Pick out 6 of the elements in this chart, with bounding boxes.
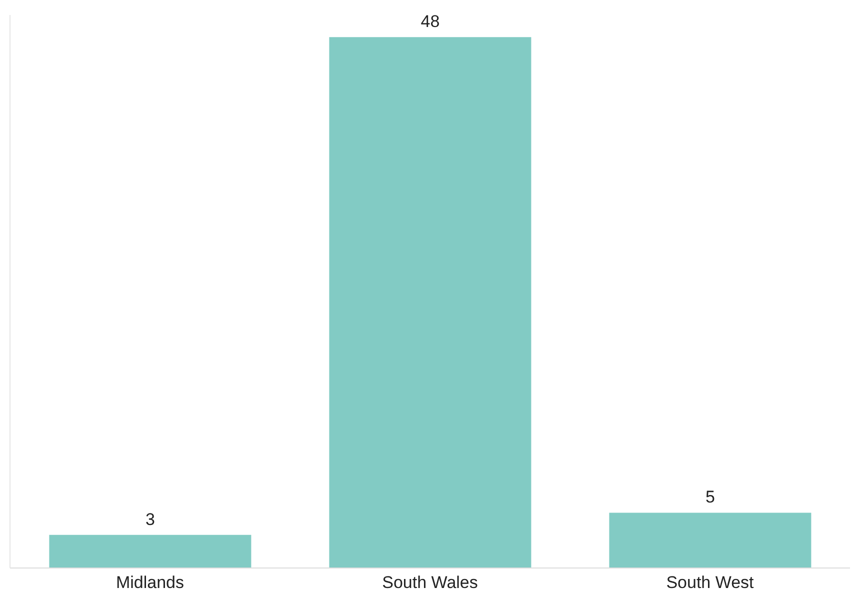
x-tick-label: South Wales xyxy=(382,573,478,592)
data-label: 5 xyxy=(705,488,715,507)
data-label: 48 xyxy=(420,12,440,32)
data-label: 3 xyxy=(145,510,155,529)
x-tick-label: Midlands xyxy=(116,573,184,592)
x-tick-label: South West xyxy=(666,573,754,592)
